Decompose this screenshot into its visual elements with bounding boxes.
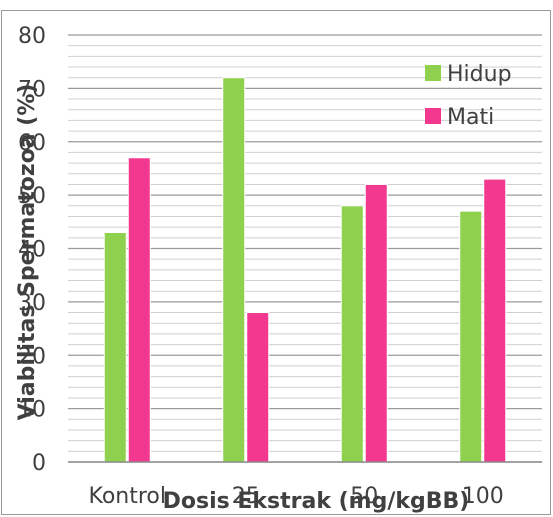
y-tick-label: 70: [18, 77, 46, 102]
x-tick-label: 50: [350, 484, 378, 509]
y-tick-label: 30: [18, 291, 46, 316]
y-tick-label: 80: [18, 24, 46, 49]
bar-mati: [246, 312, 270, 463]
bars: [103, 77, 507, 463]
bar-hidup: [103, 231, 127, 463]
legend: Hidup Mati: [425, 62, 512, 130]
y-axis-ticks: 0 10 20 30 40 50 60 70 80: [18, 24, 46, 476]
x-axis-title: Dosis Ekstrak (mg/kgBB): [163, 489, 470, 514]
bar-hidup: [340, 205, 364, 463]
x-tick-label: 25: [232, 484, 260, 509]
x-tick-label: 100: [462, 484, 504, 509]
legend-swatch-mati: [425, 108, 441, 124]
y-tick-label: 40: [18, 238, 46, 263]
chart-border: [1, 10, 551, 515]
bar-mati: [127, 157, 151, 463]
bar-mati: [483, 178, 507, 463]
legend-swatch-hidup: [425, 65, 441, 81]
x-axis-ticks: Kontrol 25 50 100: [89, 484, 504, 509]
legend-label-mati: Mati: [447, 105, 494, 130]
y-tick-label: 10: [18, 398, 46, 423]
y-tick-label: 20: [18, 344, 46, 369]
bar-hidup: [459, 210, 483, 463]
y-tick-label: 0: [32, 451, 46, 476]
bar-mati: [364, 183, 388, 463]
x-tick-label: Kontrol: [89, 484, 167, 509]
y-tick-label: 60: [18, 131, 46, 156]
bar-hidup: [222, 77, 246, 463]
legend-label-hidup: Hidup: [447, 62, 512, 87]
y-axis-title: Viabilitas Spermatozoa (%): [15, 84, 40, 421]
y-tick-label: 50: [18, 184, 46, 209]
